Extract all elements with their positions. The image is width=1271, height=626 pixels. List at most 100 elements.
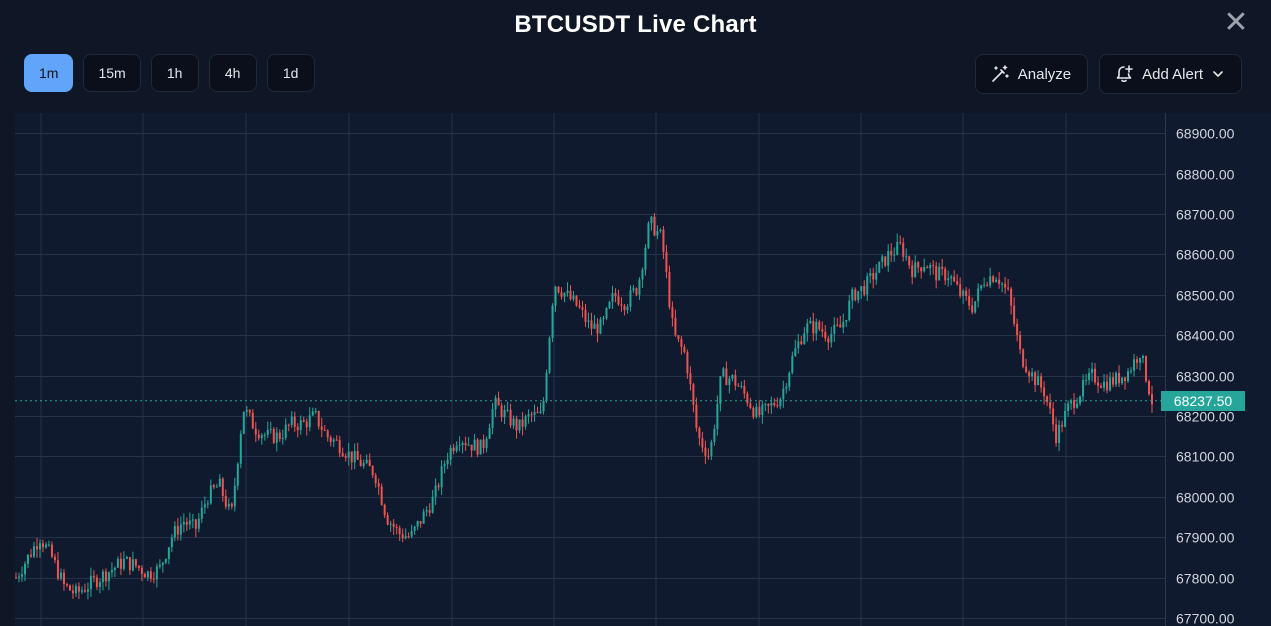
candle-body — [881, 256, 884, 262]
current-price-tag: 68237.50 — [1161, 390, 1245, 411]
candle-body — [920, 267, 923, 272]
candle-body — [518, 419, 521, 431]
candle-body — [950, 276, 953, 279]
y-tick-label: 67700.00 — [1176, 611, 1235, 626]
candle-body — [533, 411, 536, 415]
candle-body — [323, 429, 326, 431]
candle-body — [962, 290, 965, 296]
candle-body — [821, 329, 824, 332]
candle-body — [362, 462, 365, 467]
candle-body — [290, 416, 293, 425]
candle-body — [413, 526, 416, 531]
candle-body — [548, 337, 551, 373]
candle-body — [167, 547, 170, 559]
candle-body — [524, 416, 527, 427]
candle-body — [581, 307, 584, 310]
candle-body — [794, 348, 797, 357]
candle-body — [305, 421, 308, 428]
candle-body — [224, 495, 227, 507]
candle-body — [998, 279, 1001, 285]
y-tick-label: 68700.00 — [1176, 207, 1235, 223]
candle-body — [605, 308, 608, 319]
candle-body — [350, 451, 353, 463]
candle-body — [845, 319, 848, 322]
candle-body — [275, 432, 278, 443]
candle-body — [281, 437, 284, 440]
analyze-button[interactable]: Analyze — [974, 54, 1089, 94]
candle-body — [644, 247, 647, 270]
candle-body — [86, 589, 89, 592]
candle-body — [506, 409, 509, 411]
candle-body — [1136, 359, 1139, 363]
candle-body — [911, 265, 914, 278]
candle-body — [692, 384, 695, 405]
candle-body — [38, 543, 41, 550]
candle-body — [875, 272, 878, 280]
candlestick-chart[interactable]: 68900.00 68800.00 68700.00 68600.00 68500.00… — [15, 113, 1271, 626]
candle-body — [44, 544, 47, 548]
candle-body — [908, 256, 911, 266]
candle-body — [179, 524, 182, 535]
chart-svg[interactable]: 68900.00 68800.00 68700.00 68600.00 68500.00… — [15, 113, 1271, 626]
candle-body — [158, 564, 161, 567]
candle-body — [293, 416, 296, 427]
candle-body — [353, 450, 356, 463]
candle-body — [1028, 372, 1031, 377]
candle-body — [251, 412, 254, 429]
candle-body — [215, 486, 218, 488]
candle-body — [659, 229, 662, 232]
candle-body — [749, 403, 752, 409]
candle-body — [1037, 376, 1040, 386]
candle-body — [1091, 368, 1094, 373]
candle-body — [503, 410, 506, 418]
candle-body — [575, 295, 578, 306]
candle-body — [1127, 371, 1130, 382]
candle-body — [1031, 372, 1034, 377]
candle-body — [674, 317, 677, 336]
candle-body — [1067, 403, 1070, 412]
candle-body — [977, 288, 980, 302]
candle-body — [173, 525, 176, 538]
candle-body — [899, 241, 902, 243]
candle-body — [713, 429, 716, 443]
candle-body — [386, 515, 389, 525]
timeframe-1m-button[interactable]: 1m — [24, 54, 74, 92]
candle-body — [551, 305, 554, 338]
candle-body — [464, 443, 467, 446]
candle-body — [671, 307, 674, 318]
candle-body — [314, 411, 317, 413]
candle-body — [872, 273, 875, 280]
candle-body — [770, 402, 773, 406]
timeframe-4h-button[interactable]: 4h — [208, 54, 257, 92]
candle-body — [470, 444, 473, 451]
candle-body — [980, 285, 983, 289]
candle-body — [683, 346, 686, 353]
candle-body — [53, 556, 56, 561]
candle-body — [407, 536, 410, 538]
candle-body — [974, 301, 977, 313]
add-alert-button[interactable]: Add Alert — [1099, 54, 1242, 94]
candle-body — [677, 335, 680, 340]
candle-body — [89, 575, 92, 590]
candle-body — [614, 293, 617, 297]
candle-body — [1118, 372, 1121, 384]
timeframe-1h-button[interactable]: 1h — [150, 54, 199, 92]
candle-body — [404, 536, 407, 539]
candle-body — [1058, 424, 1061, 444]
candle-body — [842, 321, 845, 328]
y-tick-label: 68900.00 — [1176, 126, 1235, 142]
candle-body — [440, 466, 443, 488]
candle-body — [620, 304, 623, 306]
candle-body — [737, 385, 740, 387]
close-icon[interactable]: ✕ — [1223, 6, 1249, 39]
candle-body — [767, 403, 770, 406]
candle-body — [284, 424, 287, 438]
candle-body — [347, 451, 350, 458]
timeframe-1d-button[interactable]: 1d — [266, 54, 315, 92]
candle-body — [296, 426, 299, 431]
candle-body — [1106, 381, 1109, 391]
candle-body — [611, 293, 614, 302]
y-tick-label: 67800.00 — [1176, 571, 1235, 587]
timeframe-15m-button[interactable]: 15m — [83, 54, 141, 92]
